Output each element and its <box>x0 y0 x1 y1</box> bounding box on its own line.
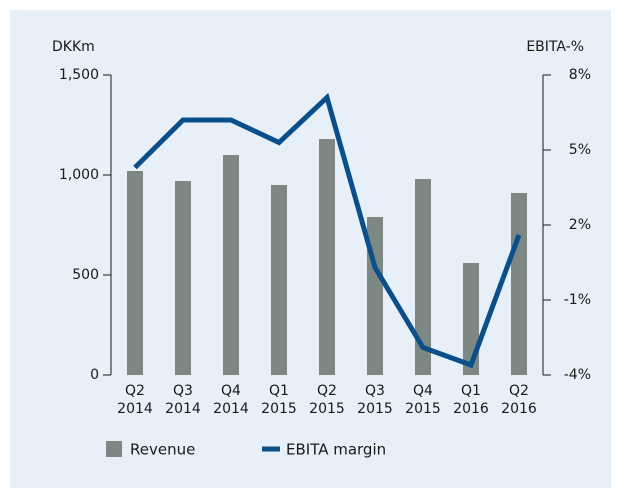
bar <box>511 193 527 375</box>
y-tick-label: 500 <box>72 267 99 283</box>
y-axis-title: DKKm <box>52 39 95 55</box>
x-tick-label: Q4 2014 <box>213 383 249 417</box>
x-tick-label: Q2 2016 <box>501 383 537 417</box>
x-tick-label: Q3 2015 <box>357 383 393 417</box>
x-tick-label: Q1 2015 <box>261 383 297 417</box>
y2-tick-label: 8% <box>569 67 591 83</box>
bar <box>319 139 335 375</box>
y-tick-label: 1,500 <box>59 67 99 83</box>
legend-label: Revenue <box>130 441 195 459</box>
chart-panel <box>10 10 611 488</box>
x-tick-label: Q4 2015 <box>405 383 441 417</box>
y2-tick-label: -4% <box>564 367 591 383</box>
y2-tick-label: -1% <box>564 292 591 308</box>
x-tick-label: Q1 2016 <box>453 383 489 417</box>
legend-swatch <box>106 441 122 457</box>
bar <box>271 185 287 375</box>
y-tick-label: 1,000 <box>59 167 99 183</box>
bar <box>223 155 239 375</box>
bar <box>415 179 431 375</box>
y2-axis-title: EBITA-% <box>526 39 584 55</box>
x-tick-label: Q2 2015 <box>309 383 345 417</box>
legend-label: EBITA margin <box>286 441 386 459</box>
y2-tick-label: 2% <box>569 217 591 233</box>
bar <box>175 181 191 375</box>
bar <box>127 171 143 375</box>
y-tick-label: 0 <box>90 367 99 383</box>
y2-tick-label: 5% <box>569 142 591 158</box>
x-tick-label: Q3 2014 <box>165 383 201 417</box>
line <box>133 92 522 369</box>
x-tick-label: Q2 2014 <box>117 383 153 417</box>
